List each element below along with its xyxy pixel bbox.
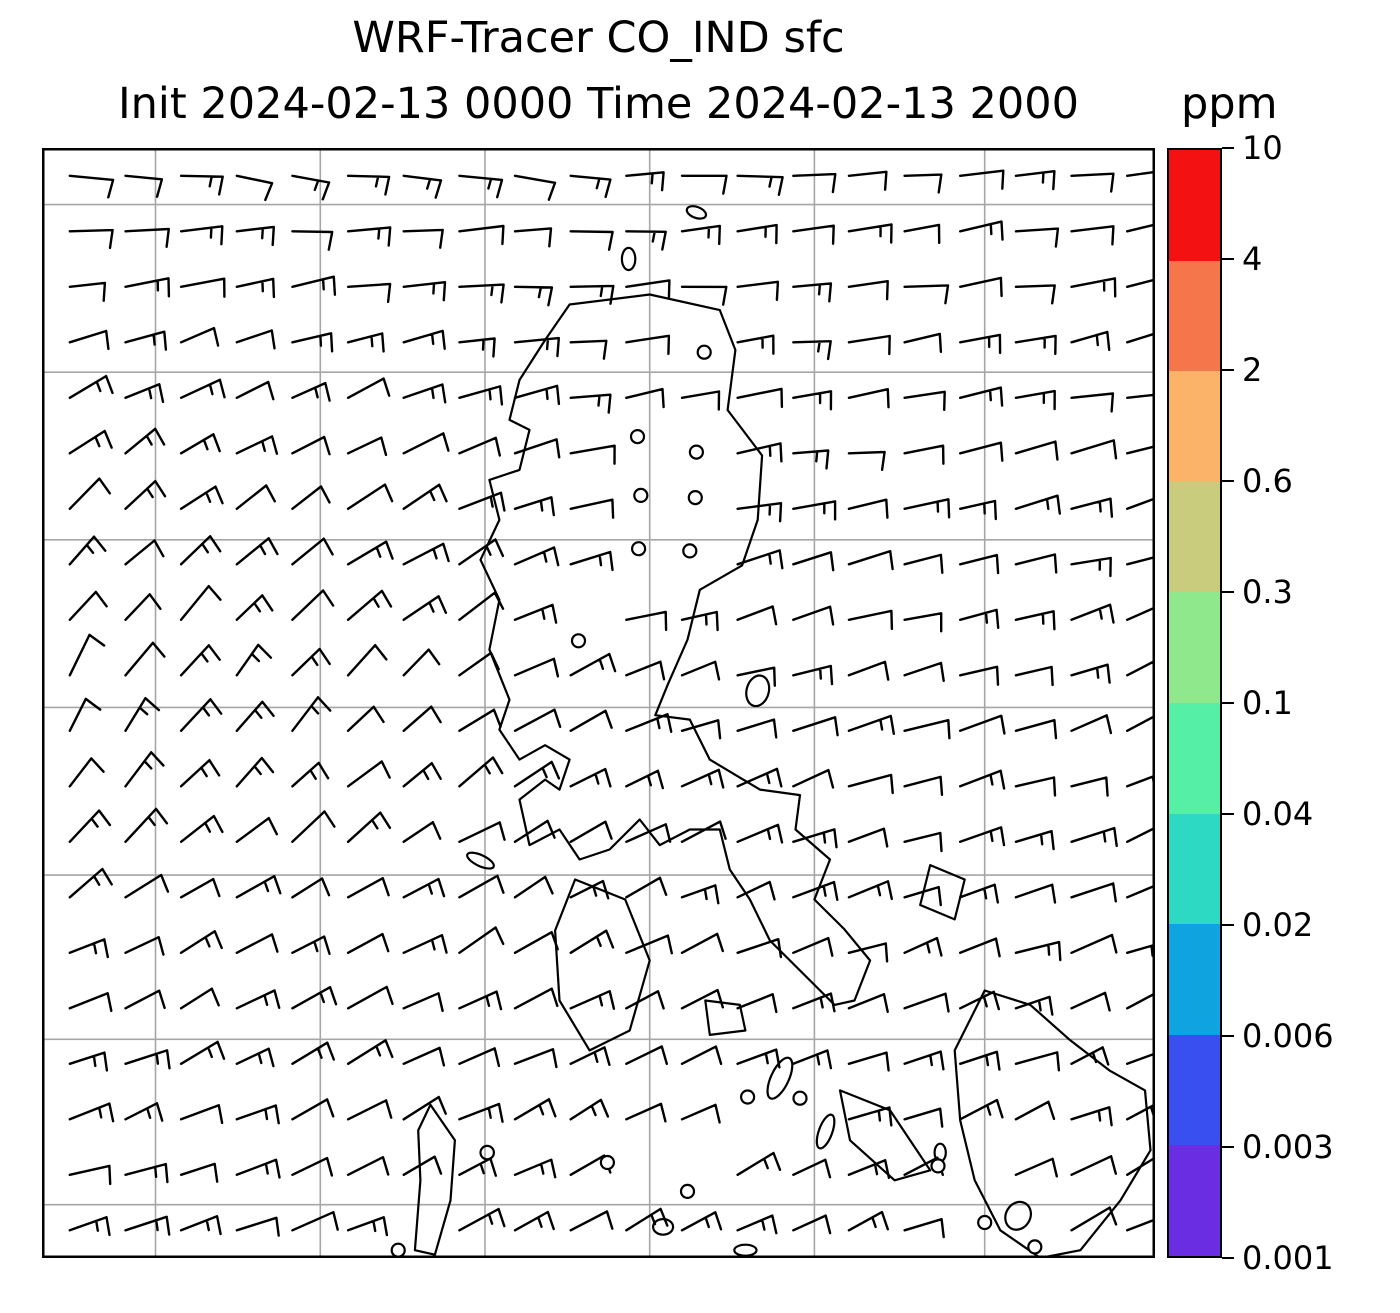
calm-wind-marker — [977, 1214, 993, 1231]
islet — [620, 246, 637, 272]
colorbar-tick — [1222, 368, 1234, 372]
calm-wind-marker — [1027, 1239, 1043, 1255]
colorbar-tick-label: 0.001 — [1242, 1239, 1334, 1277]
calm-wind-marker — [630, 541, 647, 557]
islet — [685, 205, 708, 220]
colorbar-segment-9 — [1169, 1145, 1220, 1256]
calm-wind-marker — [599, 1154, 616, 1171]
calm-wind-marker — [570, 633, 587, 649]
plot-border — [42, 148, 1155, 1258]
figure-subtitle: Init 2024-02-13 0000 Time 2024-02-13 200… — [118, 79, 1079, 129]
colorbar-tick — [1222, 146, 1234, 150]
colorbar-segment-7 — [1169, 924, 1220, 1035]
colorbar-tick — [1222, 923, 1234, 927]
wind-barbs-path — [68, 169, 1155, 1239]
colorbar-segment-3 — [1169, 481, 1220, 593]
colorbar-tick-label: 0.003 — [1242, 1128, 1334, 1166]
colorbar-tick-label: 0.1 — [1242, 684, 1293, 722]
coastline-catanduanes — [919, 864, 966, 921]
colorbar-tick — [1222, 479, 1234, 483]
colorbar-tick — [1222, 812, 1234, 816]
figure-title: WRF-Tracer CO_IND sfc — [352, 13, 845, 63]
colorbar-segment-4 — [1169, 592, 1220, 703]
calm-wind-marker — [696, 344, 712, 360]
colorbar-tick — [1222, 701, 1234, 705]
colorbar-tick — [1222, 1034, 1234, 1038]
map-plot — [42, 148, 1155, 1258]
colorbar-tick — [1222, 590, 1234, 594]
islet — [745, 674, 771, 708]
islet — [733, 1243, 758, 1257]
calm-wind-marker — [633, 487, 649, 503]
coastline-luzon — [479, 293, 872, 1006]
coastline-tablas — [413, 1103, 456, 1256]
colorbar-tick-label: 10 — [1242, 129, 1283, 167]
calm-wind-marker — [629, 429, 646, 445]
colorbar-tick-label: 2 — [1242, 351, 1263, 389]
islet — [766, 1056, 794, 1100]
colorbar-segment-2 — [1169, 371, 1220, 482]
colorbar-segment-6 — [1169, 813, 1220, 925]
calm-wind-marker — [390, 1242, 406, 1258]
coastline-mindoro — [554, 878, 651, 1052]
colorbar-tick — [1222, 1256, 1234, 1260]
colorbar-tick-label: 4 — [1242, 240, 1263, 278]
colorbar-segment-5 — [1169, 702, 1220, 814]
islet — [1004, 1200, 1032, 1231]
islet — [479, 1144, 495, 1161]
islet — [651, 1217, 675, 1236]
colorbar-tick-label: 0.02 — [1242, 906, 1314, 944]
colorbar-units-label: ppm — [1181, 79, 1278, 129]
colorbar-segment-8 — [1169, 1034, 1220, 1146]
calm-wind-marker — [687, 490, 703, 506]
calm-markers-layer — [390, 344, 1043, 1258]
calm-wind-marker — [930, 1158, 946, 1174]
colorbar-segment-1 — [1169, 260, 1220, 372]
colorbar-segment-0 — [1169, 150, 1220, 261]
gridlines-layer — [42, 148, 1155, 1258]
calm-wind-marker — [739, 1089, 756, 1105]
colorbar-tick-label: 0.6 — [1242, 462, 1293, 500]
coastline-marinduque — [704, 999, 747, 1036]
calm-wind-marker — [679, 1183, 696, 1200]
calm-wind-marker — [792, 1090, 808, 1106]
colorbar-tick-label: 0.3 — [1242, 573, 1293, 611]
calm-wind-marker — [688, 444, 705, 460]
colorbar-tick — [1222, 1145, 1234, 1149]
colorbar-tick — [1222, 257, 1234, 261]
colorbar-tick-label: 0.006 — [1242, 1017, 1334, 1055]
wind-barbs-layer — [68, 169, 1155, 1239]
islet — [466, 851, 495, 870]
colorbar-tick-label: 0.04 — [1242, 795, 1314, 833]
calm-wind-marker — [682, 543, 698, 559]
coastline-layer — [413, 205, 1152, 1258]
islet — [815, 1113, 836, 1150]
coastline-samar — [953, 989, 1152, 1258]
wind-barb-map-svg — [42, 148, 1155, 1258]
coastline-masbate — [838, 1089, 932, 1182]
colorbar — [1167, 148, 1222, 1258]
